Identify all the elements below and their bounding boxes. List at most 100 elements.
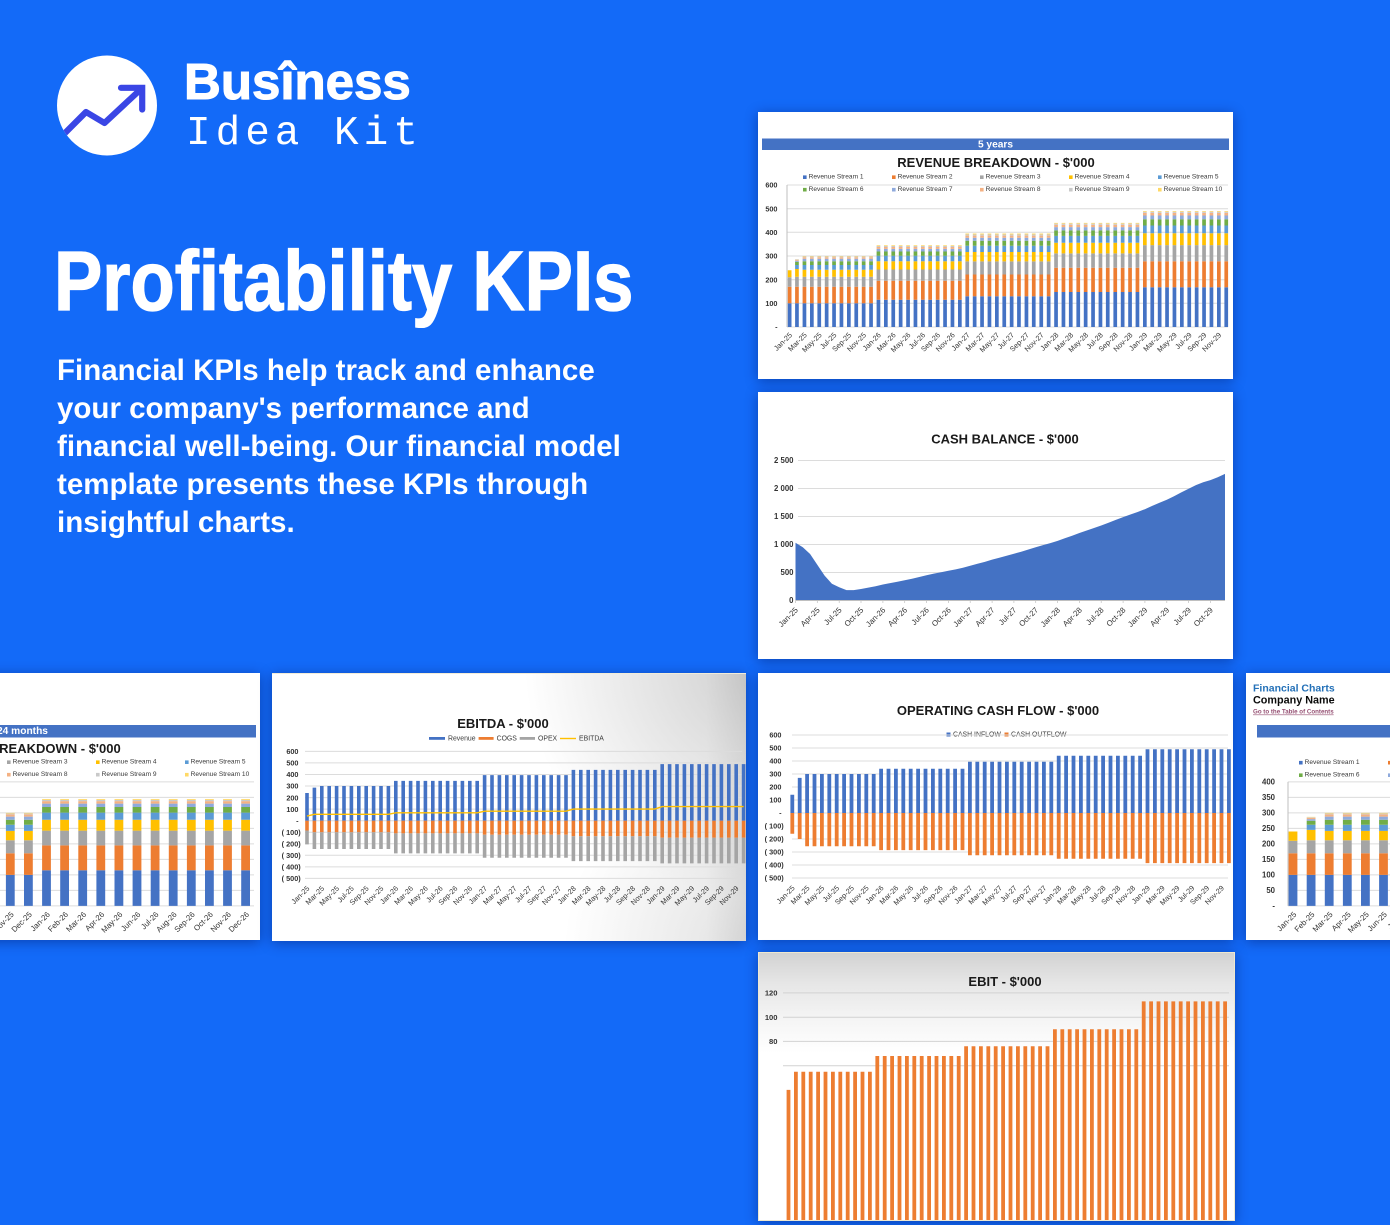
svg-text:Revenue Stream 10: Revenue Stream 10 bbox=[190, 771, 249, 778]
svg-text:400: 400 bbox=[1262, 778, 1276, 787]
svg-text:Jan-27: Jan-27 bbox=[951, 606, 974, 629]
svg-text:Revenue Stream 7: Revenue Stream 7 bbox=[898, 186, 953, 193]
svg-text:600: 600 bbox=[769, 731, 781, 740]
svg-text:Revenue Stream 10: Revenue Stream 10 bbox=[1164, 186, 1223, 193]
svg-text:350: 350 bbox=[1262, 793, 1276, 802]
svg-text:-: - bbox=[296, 816, 299, 825]
svg-text:Busîness: Busîness bbox=[184, 53, 411, 110]
svg-text:Apr-28: Apr-28 bbox=[1061, 606, 1084, 629]
svg-text:500: 500 bbox=[769, 744, 781, 753]
svg-text:Revenue Stream 1: Revenue Stream 1 bbox=[1305, 759, 1360, 766]
svg-text:Jul-25: Jul-25 bbox=[1386, 909, 1390, 931]
svg-text:100: 100 bbox=[765, 1013, 778, 1022]
svg-text:Jan-29: Jan-29 bbox=[1126, 606, 1149, 629]
svg-text:Jun-25: Jun-25 bbox=[1366, 909, 1390, 933]
svg-text:-: - bbox=[775, 323, 778, 332]
svg-text:Revenue Stream 1: Revenue Stream 1 bbox=[809, 174, 864, 181]
svg-text:Go to the Table of Contents: Go to the Table of Contents bbox=[1253, 709, 1334, 716]
svg-text:Revenue Stream 4: Revenue Stream 4 bbox=[101, 759, 156, 766]
svg-text:80: 80 bbox=[769, 1037, 777, 1046]
svg-text:Jul-29: Jul-29 bbox=[1172, 606, 1193, 627]
svg-text:300: 300 bbox=[769, 770, 781, 779]
svg-text:Oct-29: Oct-29 bbox=[1192, 606, 1215, 629]
svg-text:Revenue Stream 6: Revenue Stream 6 bbox=[809, 186, 864, 193]
svg-text:2 000: 2 000 bbox=[774, 484, 794, 493]
svg-text:Company Name: Company Name bbox=[1253, 695, 1335, 707]
svg-text:200: 200 bbox=[286, 793, 298, 802]
svg-text:100: 100 bbox=[1262, 871, 1276, 880]
svg-text:Revenue Stream 5: Revenue Stream 5 bbox=[190, 759, 245, 766]
svg-text:120: 120 bbox=[765, 989, 778, 998]
svg-text:400: 400 bbox=[286, 770, 298, 779]
svg-text:2 500: 2 500 bbox=[774, 456, 794, 465]
svg-text:EBITDA: EBITDA bbox=[579, 736, 604, 743]
svg-text:( 100): ( 100) bbox=[765, 822, 785, 831]
svg-text:1 000: 1 000 bbox=[774, 540, 794, 549]
svg-text:Apr-26: Apr-26 bbox=[886, 606, 909, 629]
svg-text:300: 300 bbox=[765, 252, 777, 261]
svg-text:Financial Charts: Financial Charts bbox=[1253, 683, 1335, 695]
svg-text:( 400): ( 400) bbox=[282, 863, 302, 872]
svg-text:300: 300 bbox=[286, 782, 298, 791]
svg-text:Dec-25: Dec-25 bbox=[9, 909, 34, 934]
svg-text:REVENUE BREAKDOWN - $'000: REVENUE BREAKDOWN - $'000 bbox=[0, 741, 120, 756]
svg-text:( 300): ( 300) bbox=[282, 851, 302, 860]
svg-text:Apr-29: Apr-29 bbox=[1148, 606, 1171, 629]
svg-text:600: 600 bbox=[765, 181, 777, 190]
svg-text:( 400): ( 400) bbox=[765, 861, 785, 870]
svg-text:Idea Kit: Idea Kit bbox=[186, 111, 423, 157]
svg-text:-: - bbox=[779, 809, 782, 818]
svg-text:500: 500 bbox=[765, 204, 777, 213]
svg-text:Oct-27: Oct-27 bbox=[1017, 606, 1040, 629]
svg-text:Revenue Stream 9: Revenue Stream 9 bbox=[1075, 186, 1130, 193]
svg-text:Revenue Stream 6: Revenue Stream 6 bbox=[1305, 772, 1360, 779]
svg-text:100: 100 bbox=[769, 796, 781, 805]
svg-text:Revenue Stream 3: Revenue Stream 3 bbox=[12, 759, 67, 766]
svg-text:May-25: May-25 bbox=[1346, 909, 1371, 934]
svg-text:( 200): ( 200) bbox=[765, 835, 785, 844]
svg-text:200: 200 bbox=[769, 783, 781, 792]
svg-text:Mar-25: Mar-25 bbox=[1311, 909, 1335, 933]
svg-text:Revenue: Revenue bbox=[448, 736, 476, 743]
svg-text:Apr-25: Apr-25 bbox=[799, 605, 822, 628]
svg-text:Revenue Stream 4: Revenue Stream 4 bbox=[1075, 174, 1130, 181]
svg-text:Sep-26: Sep-26 bbox=[172, 910, 196, 934]
svg-text:REVENUE BREAKDOWN - $'000: REVENUE BREAKDOWN - $'000 bbox=[897, 155, 1094, 170]
svg-text:100: 100 bbox=[286, 805, 298, 814]
svg-text:OPEX: OPEX bbox=[538, 736, 558, 743]
svg-text:Jul-28: Jul-28 bbox=[1084, 606, 1105, 627]
svg-text:EBITDA - $'000: EBITDA - $'000 bbox=[457, 716, 548, 731]
svg-text:5 years: 5 years bbox=[978, 140, 1013, 151]
svg-text:( 500): ( 500) bbox=[282, 874, 302, 883]
svg-text:100: 100 bbox=[765, 299, 777, 308]
svg-text:500: 500 bbox=[286, 759, 298, 768]
svg-text:Oct-25: Oct-25 bbox=[842, 605, 865, 628]
svg-text:Revenue Stream 2: Revenue Stream 2 bbox=[898, 174, 953, 181]
svg-text:Oct-26: Oct-26 bbox=[930, 606, 953, 629]
svg-text:Revenue Stream 5: Revenue Stream 5 bbox=[1164, 174, 1219, 181]
svg-text:EBIT - $'000: EBIT - $'000 bbox=[968, 974, 1041, 989]
svg-text:200: 200 bbox=[765, 275, 777, 284]
svg-text:50: 50 bbox=[1266, 886, 1275, 895]
svg-text:600: 600 bbox=[286, 747, 298, 756]
svg-text:Revenue Stream 8: Revenue Stream 8 bbox=[986, 186, 1041, 193]
svg-text:Oct-28: Oct-28 bbox=[1105, 606, 1128, 629]
svg-text:Mar-26: Mar-26 bbox=[64, 910, 88, 934]
svg-text:( 100): ( 100) bbox=[282, 828, 302, 837]
svg-text:COGS: COGS bbox=[497, 736, 518, 743]
svg-text:400: 400 bbox=[769, 757, 781, 766]
svg-text:( 200): ( 200) bbox=[282, 840, 302, 849]
svg-text:Jul-25: Jul-25 bbox=[822, 605, 844, 627]
svg-text:Revenue Stream 3: Revenue Stream 3 bbox=[986, 174, 1041, 181]
svg-text:0: 0 bbox=[789, 596, 794, 605]
svg-text:300: 300 bbox=[1262, 809, 1276, 818]
svg-text:Jul-27: Jul-27 bbox=[997, 606, 1018, 627]
svg-text:1 500: 1 500 bbox=[774, 512, 794, 521]
svg-text:Apr-27: Apr-27 bbox=[974, 606, 997, 629]
svg-text:OPERATING CASH FLOW - $'000: OPERATING CASH FLOW - $'000 bbox=[897, 703, 1099, 718]
svg-text:150: 150 bbox=[1262, 855, 1276, 864]
svg-text:Jul-26: Jul-26 bbox=[910, 606, 931, 627]
svg-text:24 months: 24 months bbox=[0, 726, 48, 737]
svg-text:Jan-25: Jan-25 bbox=[777, 605, 801, 629]
svg-text:400: 400 bbox=[765, 228, 777, 237]
